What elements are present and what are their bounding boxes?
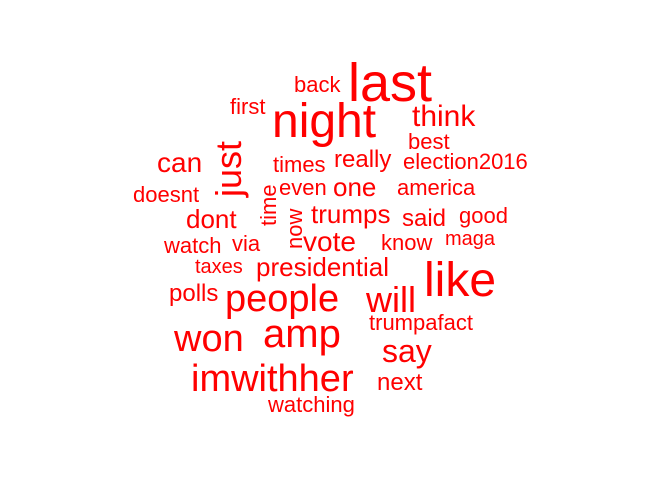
word-maga: maga <box>445 228 496 250</box>
word-won: won <box>174 318 244 360</box>
word-time: time <box>256 184 281 226</box>
word-last: last <box>348 53 433 113</box>
word-even: even <box>279 175 327 200</box>
word-next: next <box>377 369 423 396</box>
word-times: times <box>273 152 326 177</box>
word-can: can <box>157 147 203 178</box>
word-via: via <box>232 231 261 256</box>
word-night: night <box>272 95 377 148</box>
word-trumps: trumps <box>311 199 391 229</box>
word-like: like <box>424 254 497 307</box>
word-amp: amp <box>263 312 341 356</box>
word-watch: watch <box>164 233 222 258</box>
word-dont: dont <box>186 204 237 234</box>
word-people: people <box>225 278 340 320</box>
word-watching: watching <box>268 392 355 417</box>
word-best: best <box>408 129 450 154</box>
word-election2016: election2016 <box>403 149 528 174</box>
word-think: think <box>412 100 476 133</box>
word-really: really <box>334 146 392 173</box>
word-just: just <box>208 140 249 197</box>
word-vote: vote <box>303 226 356 257</box>
word-know: know <box>381 230 433 255</box>
word-presidential: presidential <box>256 252 389 282</box>
word-say: say <box>382 333 432 369</box>
word-one: one <box>333 172 377 202</box>
word-first: first <box>230 94 266 119</box>
word-back: back <box>294 72 341 97</box>
word-america: america <box>397 175 476 200</box>
word-will: will <box>366 279 416 320</box>
word-taxes: taxes <box>195 256 243 278</box>
word-trumpafact: trumpafact <box>369 310 473 335</box>
word-polls: polls <box>169 280 219 307</box>
word-good: good <box>459 203 508 228</box>
word-said: said <box>402 205 447 232</box>
word-imwithher: imwithher <box>191 358 354 400</box>
word-doesnt: doesnt <box>133 182 200 207</box>
